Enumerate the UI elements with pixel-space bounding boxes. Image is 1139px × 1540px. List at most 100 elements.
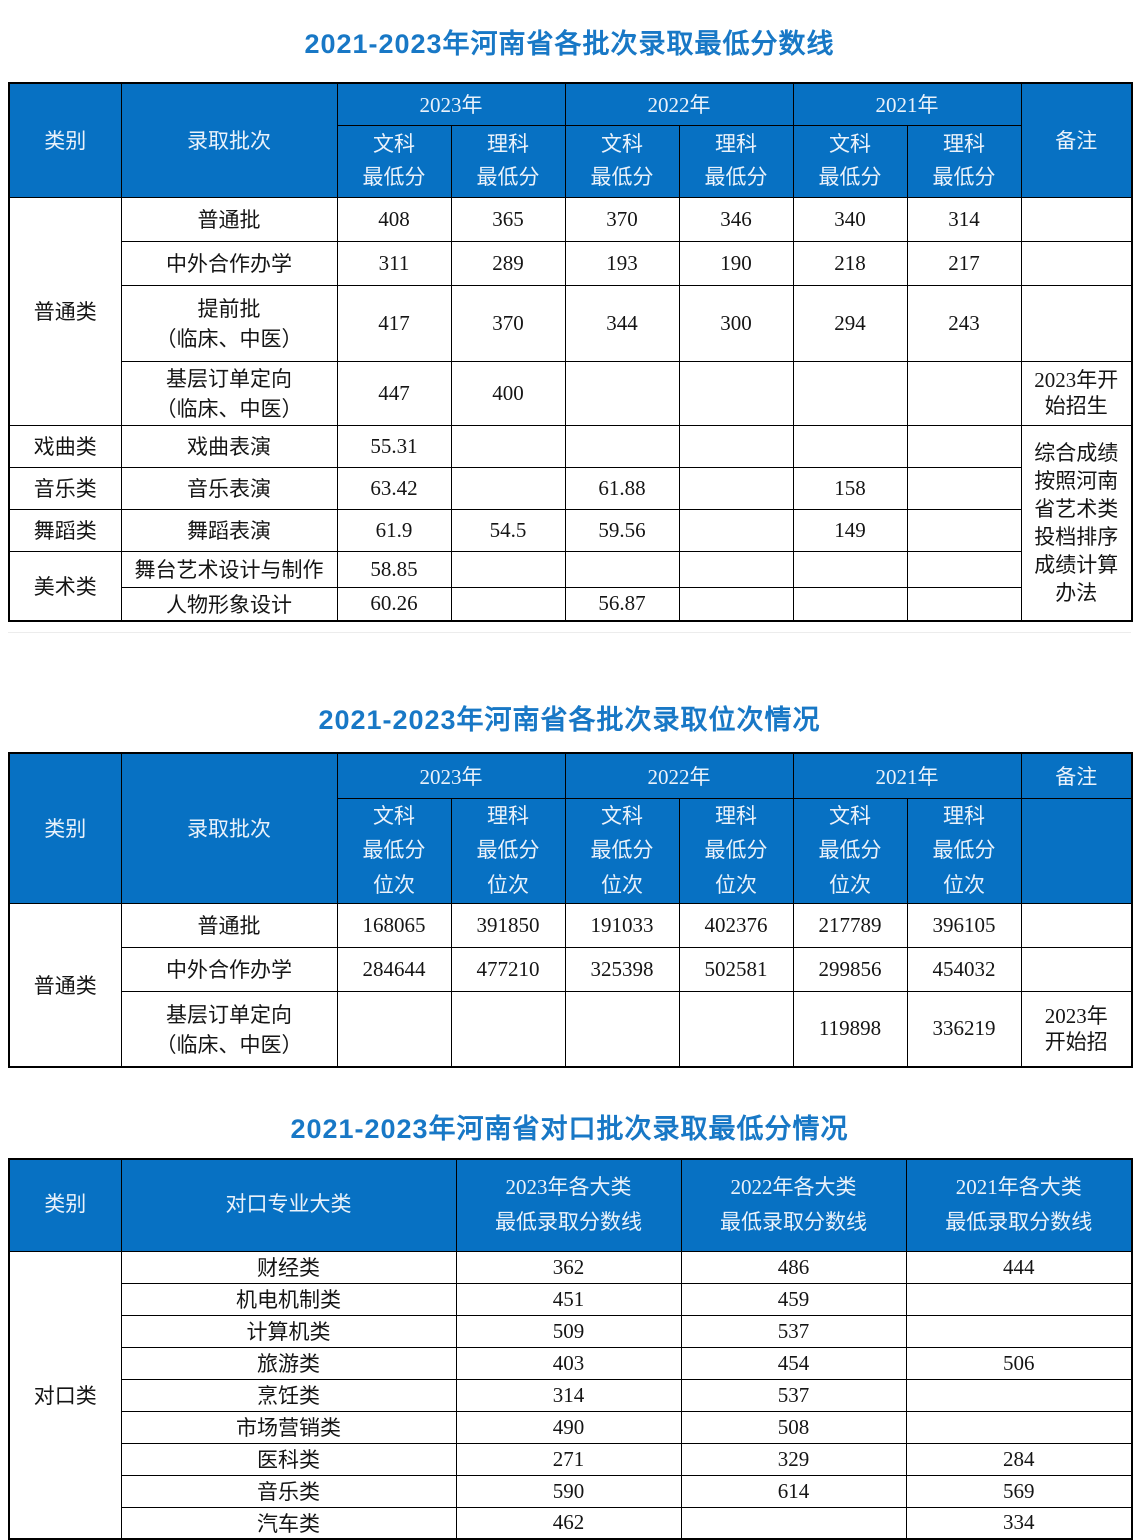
cell-score <box>680 1506 907 1540</box>
col-header-arts-rank: 文科 最低分 位次 <box>336 797 452 904</box>
table-row: 市场营销类 490 508 <box>9 1410 1133 1444</box>
cell-major: 财经类 <box>120 1250 457 1284</box>
vocational-table-title: 2021-2023年河南省对口批次录取最低分情况 <box>290 1113 849 1144</box>
cell-remark <box>1020 946 1133 992</box>
cell-score: 61.9 <box>336 508 452 552</box>
cell-score: 490 <box>455 1410 682 1444</box>
min-score-table-title: 2021-2023年河南省各批次录取最低分数线 <box>304 28 835 59</box>
col-header-remark: 备注 <box>1020 82 1133 198</box>
col-header-science-min: 理科 最低分 <box>906 124 1022 198</box>
cell-score: 314 <box>906 196 1022 242</box>
cell-score: 447 <box>336 360 452 426</box>
cell-score: 408 <box>336 196 452 242</box>
col-header-2022-min: 2022年各大类 最低录取分数线 <box>680 1158 907 1252</box>
cell-score: 569 <box>905 1474 1133 1508</box>
cell-score <box>678 586 794 622</box>
cell-score <box>564 360 680 426</box>
cell-rank: 477210 <box>450 946 566 992</box>
cell-batch: 戏曲表演 <box>120 424 338 468</box>
col-header-arts-rank: 文科 最低分 位次 <box>792 797 908 904</box>
cell-score: 289 <box>450 240 566 286</box>
cell-category: 普通类 <box>8 196 122 426</box>
cell-score: 58.85 <box>336 550 452 588</box>
cell-score: 218 <box>792 240 908 286</box>
cell-score: 590 <box>455 1474 682 1508</box>
cell-rank: 217789 <box>792 902 908 948</box>
col-header-arts-min: 文科 最低分 <box>792 124 908 198</box>
cell-category: 音乐类 <box>8 466 122 510</box>
cell-score <box>792 360 908 426</box>
cell-rank: 402376 <box>678 902 794 948</box>
rank-table: 类别 录取批次 2023年 2022年 2021年 备注 文科 最低分 位次 理… <box>8 752 1133 1068</box>
cell-rank: 396105 <box>906 902 1022 948</box>
col-header-category: 类别 <box>8 1158 122 1252</box>
cell-major: 计算机类 <box>120 1314 457 1348</box>
cell-score <box>678 550 794 588</box>
min-score-table: 类别 录取批次 2023年 2022年 2021年 备注 文科 最低分 理科 最… <box>8 82 1133 622</box>
cell-remark <box>1020 284 1133 362</box>
col-header-year-2023: 2023年 <box>336 752 566 799</box>
cell-score: 370 <box>564 196 680 242</box>
cell-score: 193 <box>564 240 680 286</box>
cell-score: 158 <box>792 466 908 510</box>
cell-score: 54.5 <box>450 508 566 552</box>
col-header-remark-empty <box>1020 797 1133 904</box>
cell-score: 454 <box>680 1346 907 1380</box>
table-row: 音乐类 音乐表演 63.42 61.88 158 <box>8 466 1132 510</box>
cell-major: 旅游类 <box>120 1346 457 1380</box>
cell-score <box>792 550 908 588</box>
cell-score <box>450 424 566 468</box>
cell-batch: 中外合作办学 <box>120 946 338 992</box>
cell-rank: 191033 <box>564 902 680 948</box>
cell-score <box>678 466 794 510</box>
cell-remark <box>1020 240 1133 286</box>
cell-score: 243 <box>906 284 1022 362</box>
cell-rank: 119898 <box>792 990 908 1068</box>
cell-score <box>906 550 1022 588</box>
spacer <box>8 622 1131 682</box>
cell-score: 400 <box>450 360 566 426</box>
table-row: 戏曲类 戏曲表演 55.31 综合成绩 按照河南 省艺术类 投档排序 成绩计算 … <box>8 424 1133 622</box>
cell-batch: 基层订单定向 （临床、中医） <box>120 990 338 1068</box>
cell-category: 对口类 <box>8 1250 122 1540</box>
cell-score <box>905 1378 1133 1412</box>
col-header-science-rank: 理科 最低分 位次 <box>906 797 1022 904</box>
cell-score: 63.42 <box>336 466 452 510</box>
cell-score: 294 <box>792 284 908 362</box>
cell-score: 311 <box>336 240 452 286</box>
cell-rank: 325398 <box>564 946 680 992</box>
cell-major: 市场营销类 <box>120 1410 457 1444</box>
cell-major: 烹饪类 <box>120 1378 457 1412</box>
cell-score: 149 <box>792 508 908 552</box>
cell-major: 医科类 <box>120 1442 457 1476</box>
cell-major: 机电机制类 <box>120 1282 457 1316</box>
cell-score <box>906 424 1022 468</box>
cell-score: 60.26 <box>336 586 452 622</box>
cell-category: 戏曲类 <box>8 424 122 468</box>
cell-score: 59.56 <box>564 508 680 552</box>
cell-score: 300 <box>678 284 794 362</box>
cell-score: 340 <box>792 196 908 242</box>
cell-score: 459 <box>680 1282 907 1316</box>
cell-rank: 391850 <box>450 902 566 948</box>
table-row: 提前批 （临床、中医） 417 370 344 300 294 243 <box>9 284 1133 362</box>
table-row: 基层订单定向 （临床、中医） 119898 336219 2023年 开始招 <box>9 990 1133 1068</box>
col-header-science-min: 理科 最低分 <box>678 124 794 198</box>
cell-score: 334 <box>905 1506 1133 1540</box>
cell-score: 506 <box>905 1346 1133 1380</box>
rank-table-title: 2021-2023年河南省各批次录取位次情况 <box>318 704 821 735</box>
cell-rank: 502581 <box>678 946 794 992</box>
col-header-year-2022: 2022年 <box>564 752 794 799</box>
header-row-years: 类别 录取批次 2023年 2022年 2021年 备注 <box>8 752 1133 904</box>
col-header-category: 类别 <box>8 752 122 904</box>
cell-score <box>792 424 908 468</box>
cell-category: 普通类 <box>8 902 122 1068</box>
cell-score <box>450 466 566 510</box>
header-row-subjects: 文科 最低分 理科 最低分 文科 最低分 理科 最低分 文科 最低分 理科 最低… <box>9 124 1132 198</box>
cell-score <box>450 586 566 622</box>
cell-batch: 基层订单定向 （临床、中医） <box>120 360 338 426</box>
table-row: 基层订单定向 （临床、中医） 447 400 2023年开 始招生 <box>9 360 1133 426</box>
table-row: 中外合作办学 311 289 193 190 218 217 <box>9 240 1133 286</box>
cell-score: 284 <box>905 1442 1133 1476</box>
cell-rank <box>336 990 452 1068</box>
